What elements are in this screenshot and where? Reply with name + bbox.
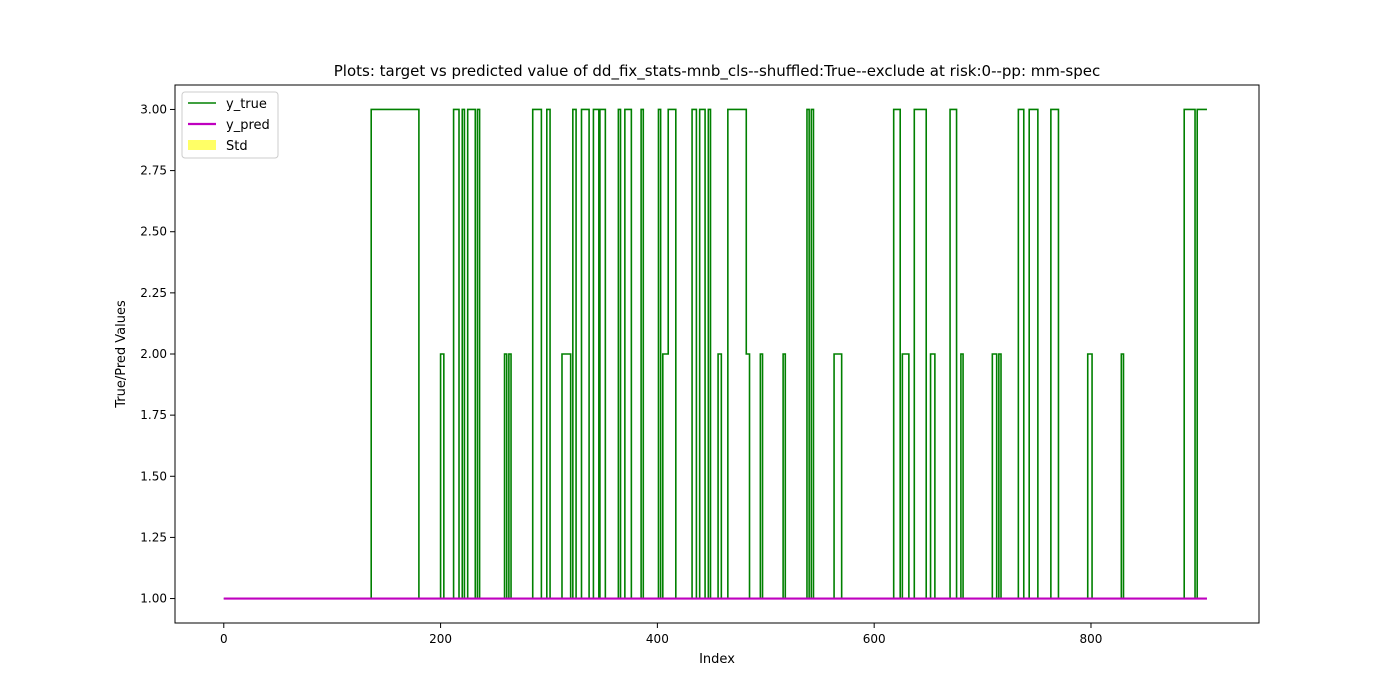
x-tick-label: 400	[646, 632, 669, 646]
legend: y_true y_pred Std	[181, 91, 279, 159]
y-tick-label: 1.25	[140, 530, 167, 544]
y-tick-label: 2.75	[140, 164, 167, 178]
legend-swatch-std	[188, 140, 216, 150]
legend-label: Std	[226, 139, 248, 154]
x-tick-label: 600	[863, 632, 886, 646]
x-tick-label: 800	[1080, 632, 1103, 646]
plot-area: 0 200 400 600 800 1.00 1.25 1.50 1.75 2.00 2.25 2.5…	[140, 84, 1260, 646]
y-tick-label: 2.25	[140, 286, 167, 300]
y-axis-label: True/Pred Values	[114, 300, 129, 409]
legend-label: y_pred	[226, 118, 270, 133]
x-axis-label: Index	[699, 652, 735, 667]
x-tick-label: 200	[429, 632, 452, 646]
y-tick-label: 3.00	[140, 102, 167, 116]
x-tick-label: 0	[220, 632, 228, 646]
y-tick-label: 2.50	[140, 225, 167, 239]
y-tick-label: 2.00	[140, 347, 167, 361]
y-tick-label: 1.50	[140, 469, 167, 483]
y-tick-label: 1.00	[140, 592, 167, 606]
chart-title: Plots: target vs predicted value of dd_f…	[334, 62, 1100, 81]
y-tick-label: 1.75	[140, 408, 167, 422]
legend-label: y_true	[226, 97, 267, 112]
